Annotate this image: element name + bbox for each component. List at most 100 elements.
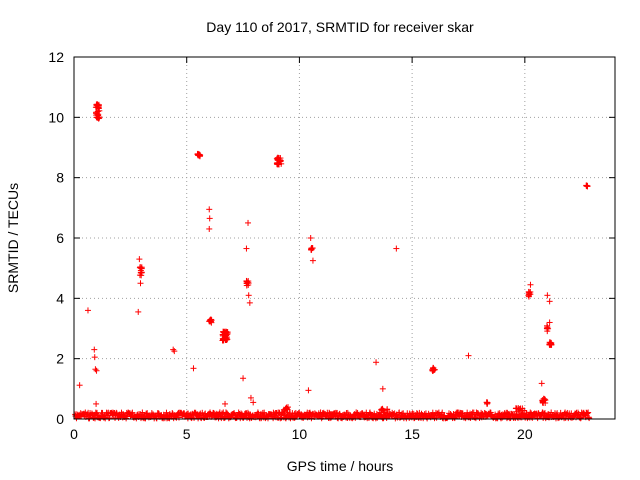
y-tick-label-6: 12 xyxy=(48,49,64,65)
data-point xyxy=(539,399,546,406)
data-point xyxy=(318,415,325,422)
data-point xyxy=(309,257,316,264)
data-point xyxy=(527,281,534,288)
data-point xyxy=(577,414,584,421)
data-point xyxy=(93,367,100,374)
data-point xyxy=(84,307,91,314)
data-point xyxy=(206,225,213,232)
data-point xyxy=(245,219,252,226)
data-points xyxy=(72,101,593,422)
y-tick-label-1: 2 xyxy=(56,351,64,367)
x-axis-title: GPS time / hours xyxy=(287,458,394,474)
y-axis-ticks: 0 2 4 6 8 10 12 xyxy=(48,49,615,427)
data-point xyxy=(136,264,143,271)
x-tick-label-1: 5 xyxy=(183,426,191,442)
grid-lines xyxy=(74,57,615,419)
data-point xyxy=(95,102,102,109)
data-point xyxy=(529,414,536,421)
data-point xyxy=(307,235,314,241)
data-point xyxy=(171,348,178,355)
data-point xyxy=(285,404,292,411)
data-point xyxy=(220,336,227,343)
data-point xyxy=(547,340,554,347)
data-point xyxy=(139,409,146,416)
data-point xyxy=(250,399,257,406)
data-point xyxy=(429,367,436,374)
data-point xyxy=(106,414,113,421)
data-point xyxy=(309,245,316,252)
y-tick-label-2: 4 xyxy=(56,290,64,306)
data-point xyxy=(245,292,252,299)
data-point xyxy=(136,256,143,263)
data-point xyxy=(233,414,240,421)
data-point xyxy=(199,409,206,416)
x-tick-label-2: 10 xyxy=(292,426,308,442)
data-point xyxy=(206,215,213,222)
data-point xyxy=(525,292,532,299)
data-point xyxy=(95,114,102,121)
chart-title: Day 110 of 2017, SRMTID for receiver ska… xyxy=(206,19,474,35)
data-point xyxy=(190,365,197,372)
data-point xyxy=(538,380,545,387)
data-point xyxy=(91,354,98,361)
data-point xyxy=(327,415,334,422)
data-point xyxy=(308,246,315,253)
data-point xyxy=(221,330,228,337)
y-tick-label-3: 6 xyxy=(56,230,64,246)
data-point xyxy=(546,341,553,348)
y-tick-label-5: 10 xyxy=(48,109,64,125)
plot-frame xyxy=(73,56,616,420)
data-point xyxy=(138,269,145,276)
data-point xyxy=(305,387,312,394)
data-point xyxy=(546,298,553,305)
data-point xyxy=(170,346,177,353)
data-point xyxy=(586,415,593,422)
data-point xyxy=(264,415,271,422)
x-axis-ticks: 0 5 10 15 20 xyxy=(70,57,533,442)
data-point xyxy=(135,308,142,315)
data-point xyxy=(93,109,100,116)
data-point xyxy=(273,155,280,162)
data-point xyxy=(275,161,282,168)
data-point xyxy=(393,245,400,252)
data-point xyxy=(583,182,590,189)
data-point xyxy=(373,359,380,366)
data-point xyxy=(206,206,213,213)
data-point xyxy=(465,352,472,359)
data-point xyxy=(247,394,254,401)
data-point xyxy=(542,397,549,404)
data-point xyxy=(483,400,490,407)
data-point xyxy=(243,245,250,252)
y-axis-title: SRMTID / TECUs xyxy=(5,183,21,293)
data-point xyxy=(194,152,201,159)
data-point xyxy=(176,414,183,421)
data-point xyxy=(379,405,386,412)
data-point xyxy=(76,382,83,389)
data-point xyxy=(544,325,551,332)
data-point xyxy=(277,415,284,422)
data-point xyxy=(246,299,253,306)
data-point xyxy=(207,317,214,324)
data-point xyxy=(261,409,268,416)
x-tick-label-4: 20 xyxy=(517,426,533,442)
data-point xyxy=(138,265,145,272)
data-point xyxy=(544,292,551,299)
data-point xyxy=(137,280,144,287)
data-point xyxy=(243,280,250,287)
data-point xyxy=(379,385,386,392)
data-point xyxy=(384,406,391,413)
x-tick-label-3: 15 xyxy=(404,426,420,442)
y-tick-label-0: 0 xyxy=(56,411,64,427)
data-point xyxy=(91,346,98,353)
data-point xyxy=(153,415,160,422)
data-point xyxy=(222,400,229,407)
data-point xyxy=(276,158,283,165)
data-point xyxy=(546,319,553,326)
data-point xyxy=(240,375,247,382)
data-point xyxy=(585,409,592,416)
data-point xyxy=(138,272,145,279)
data-point xyxy=(96,107,103,114)
data-point xyxy=(584,410,591,417)
data-point xyxy=(163,409,170,416)
